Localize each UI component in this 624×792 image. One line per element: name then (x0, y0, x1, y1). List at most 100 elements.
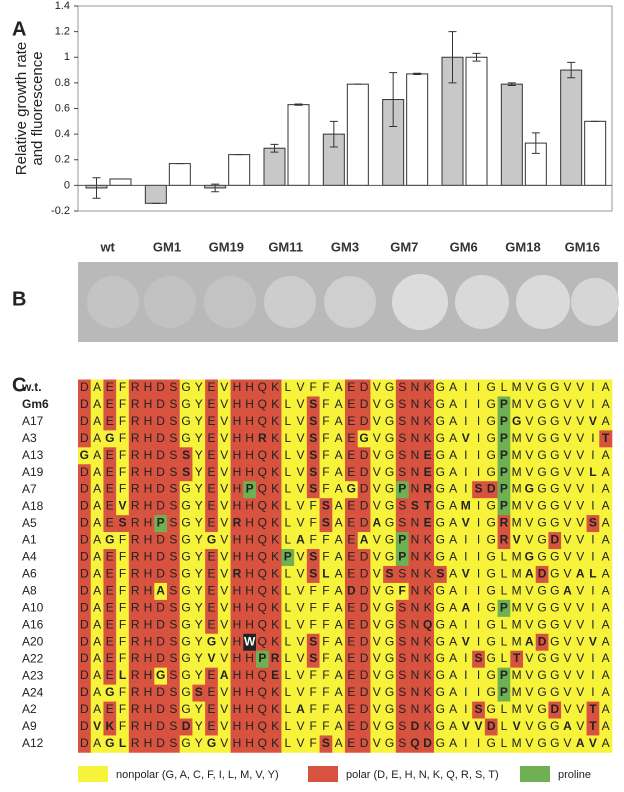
residue-cell (192, 684, 206, 702)
residue-cell (256, 481, 270, 499)
residue-cell (154, 481, 168, 499)
residue-cell (179, 515, 193, 533)
residue-cell (395, 481, 409, 499)
residue-cell (167, 396, 181, 414)
residue-cell (306, 532, 320, 550)
residue-cell (192, 549, 206, 567)
residue-cell (306, 684, 320, 702)
residue-cell (179, 549, 193, 567)
residue-cell (459, 565, 473, 584)
residue-cell (243, 718, 257, 736)
residue-cell (306, 718, 320, 736)
residue-cell (395, 464, 409, 482)
residue-cell (205, 684, 219, 702)
residue-cell (561, 532, 575, 550)
row-label: A22 (22, 651, 44, 665)
residue-cell (167, 718, 181, 736)
residue-cell (154, 430, 168, 448)
residue-cell (535, 582, 549, 601)
residue-cell (205, 701, 219, 719)
residue-cell (510, 599, 524, 618)
residue-cell (395, 430, 409, 448)
residue-cell (268, 515, 282, 533)
residue-cell (319, 379, 333, 397)
residue-cell (268, 633, 282, 652)
residue-cell (256, 650, 270, 668)
residue-cell (294, 667, 308, 685)
residue-cell (217, 565, 231, 584)
residue-cell (370, 396, 384, 414)
residue-cell (154, 616, 168, 635)
strain-label: GM19 (209, 239, 244, 254)
residue-cell (230, 633, 244, 652)
residue-cell (484, 464, 498, 482)
residue-cell (535, 549, 549, 567)
y-tick-label: 0.8 (55, 77, 70, 89)
residue-cell (230, 447, 244, 465)
residue-cell (472, 515, 486, 533)
residue-cell (192, 430, 206, 448)
residue-cell (217, 599, 231, 618)
residue-cell (421, 447, 435, 465)
residue-cell (357, 379, 371, 397)
residue-cell (357, 650, 371, 668)
residue-cell (179, 379, 193, 397)
residue-cell (154, 498, 168, 516)
residue-cell (217, 481, 231, 499)
residue-cell (116, 582, 130, 601)
residue-cell (319, 396, 333, 414)
residue-cell (205, 515, 219, 533)
residue-cell (510, 718, 524, 736)
residue-cell (294, 447, 308, 465)
residue-cell (370, 379, 384, 397)
residue-cell (167, 582, 181, 601)
residue-cell (497, 701, 511, 719)
residue-cell (281, 718, 295, 736)
residue-cell (573, 718, 587, 736)
residue-cell (599, 549, 613, 567)
residue-cell (192, 498, 206, 516)
residue-cell (243, 498, 257, 516)
residue-cell (586, 396, 600, 414)
residue-cell (230, 701, 244, 719)
residue-cell (306, 582, 320, 601)
residue-cell (141, 549, 155, 567)
y-tick-label: 0.4 (55, 128, 70, 140)
residue-cell (497, 718, 511, 736)
residue-cell (192, 396, 206, 414)
residue-cell (141, 616, 155, 635)
residue-cell (446, 667, 460, 685)
residue-cell (484, 515, 498, 533)
residue-cell (205, 718, 219, 736)
residue-cell (446, 498, 460, 516)
y-axis-label: Relative growth rate (13, 42, 30, 175)
residue-cell (345, 599, 359, 618)
residue-cell (510, 379, 524, 397)
residue-cell (256, 396, 270, 414)
residue-cell (294, 582, 308, 601)
residue-cell (268, 650, 282, 668)
residue-cell (167, 413, 181, 431)
residue-cell (294, 684, 308, 702)
residue-cell (141, 667, 155, 685)
residue-cell (103, 396, 117, 414)
spot (87, 276, 139, 328)
residue-cell (523, 718, 537, 736)
residue-cell (446, 616, 460, 635)
residue-cell (243, 515, 257, 533)
residue-cell (548, 464, 562, 482)
residue-cell (599, 565, 613, 584)
residue-cell (332, 498, 346, 516)
residue-cell (357, 735, 371, 753)
residue-cell (306, 498, 320, 516)
residue-cell (484, 498, 498, 516)
residue-cell (459, 447, 473, 465)
residue-cell (421, 701, 435, 719)
residue-cell (243, 565, 257, 584)
residue-cell (510, 481, 524, 499)
residue-cell (599, 633, 613, 652)
